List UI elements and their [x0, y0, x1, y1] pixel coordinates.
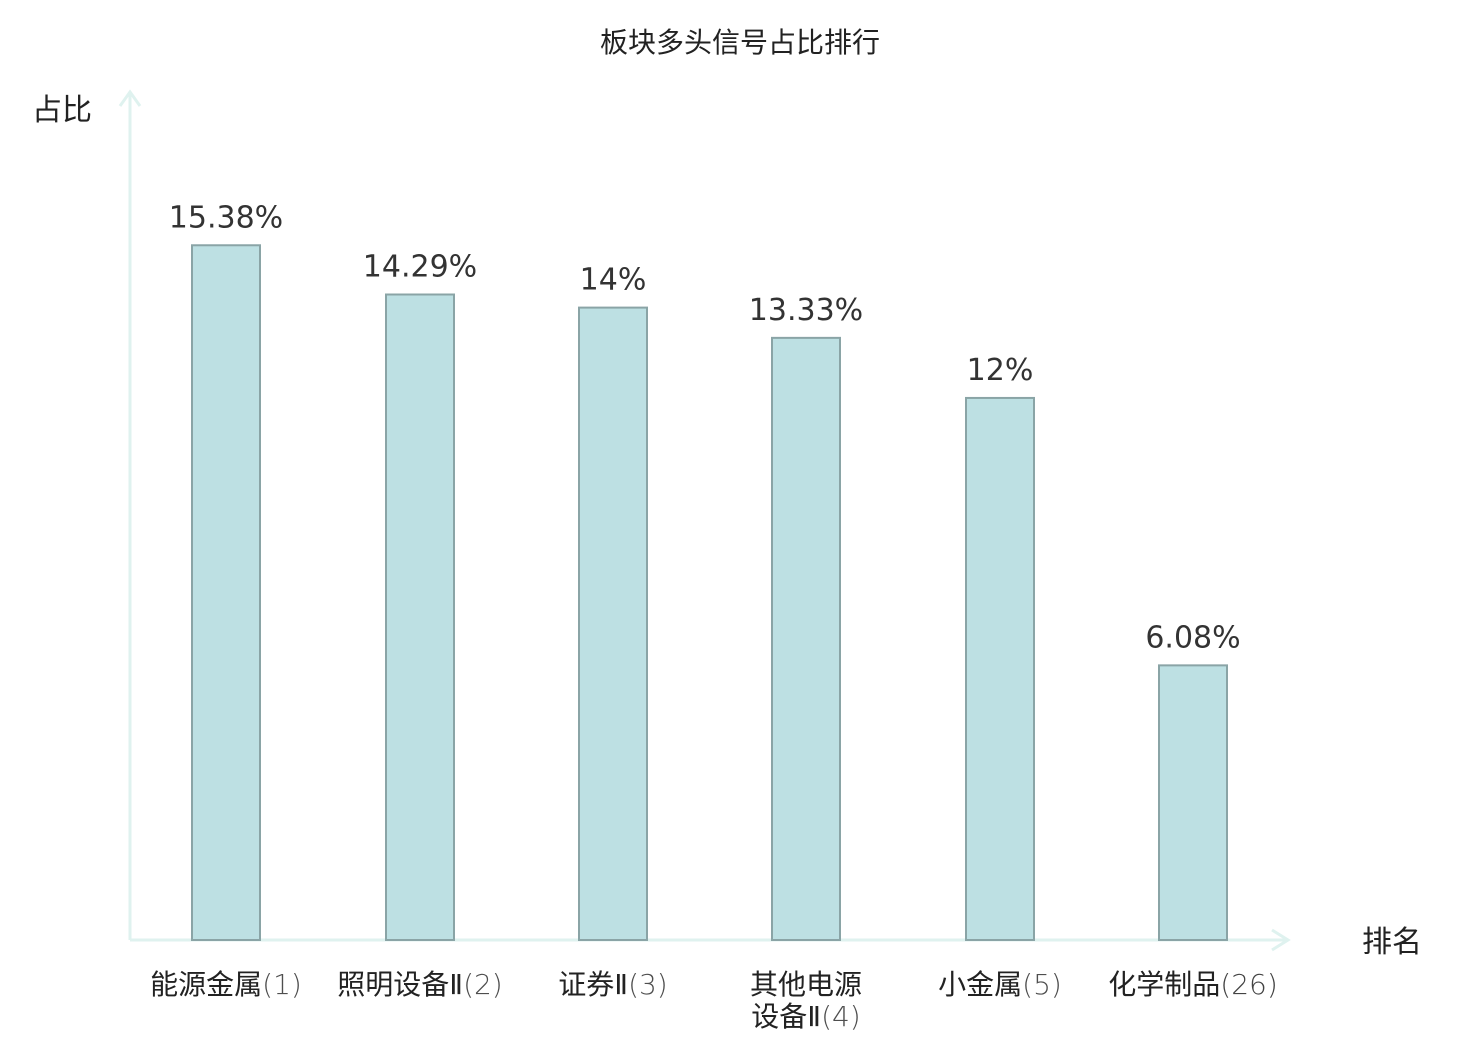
bar-value-label: 15.38%	[169, 200, 283, 235]
bar	[771, 336, 841, 942]
x-tick-label: 化学制品(26)	[1108, 968, 1278, 1001]
bar-value-label: 6.08%	[1145, 620, 1240, 655]
category-name: 设备Ⅱ	[751, 1000, 821, 1033]
category-name: 化学制品	[1108, 968, 1220, 1001]
category-name: 小金属	[938, 968, 1022, 1001]
category-rank: (2)	[463, 968, 503, 1001]
bar-value-label: 12%	[967, 353, 1034, 388]
bar-value-label: 13.33%	[749, 293, 863, 328]
category-rank: (1)	[262, 968, 302, 1001]
x-tick-label: 小金属(5)	[938, 968, 1062, 1001]
y-axis	[118, 89, 142, 940]
category-rank: (3)	[628, 968, 668, 1001]
bar	[191, 244, 261, 942]
bar	[578, 306, 648, 941]
category-rank: (5)	[1022, 968, 1062, 1001]
bar	[965, 396, 1035, 942]
category-rank: (4)	[821, 1000, 861, 1033]
bar	[1158, 664, 1228, 942]
bar	[385, 293, 455, 941]
x-tick-label: 能源金属(1)	[150, 968, 302, 1001]
x-axis	[130, 928, 1291, 952]
bar-value-label: 14.29%	[363, 250, 477, 285]
category-name: 证券Ⅱ	[558, 968, 628, 1001]
y-axis-label: 占比	[32, 93, 92, 128]
x-tick-label: 证券Ⅱ(3)	[558, 968, 667, 1001]
category-name: 照明设备Ⅱ	[337, 968, 463, 1001]
category-name: 能源金属	[150, 968, 262, 1001]
x-tick-label: 设备Ⅱ(4)	[751, 1000, 860, 1033]
category-name: 其他电源	[750, 968, 862, 1001]
bar-series: 15.38% 能源金属(1) 14.29% 照明设备Ⅱ(2) 14% 证券Ⅱ(3) 13.3…	[150, 200, 1278, 1033]
x-tick-label: 其他电源	[750, 968, 862, 1001]
chart-title: 板块多头信号占比排行	[600, 26, 880, 59]
x-tick-label: 照明设备Ⅱ(2)	[337, 968, 502, 1001]
category-rank: (26)	[1220, 968, 1277, 1001]
x-axis-label: 排名	[1362, 925, 1422, 960]
bar-value-label: 14%	[580, 263, 647, 298]
